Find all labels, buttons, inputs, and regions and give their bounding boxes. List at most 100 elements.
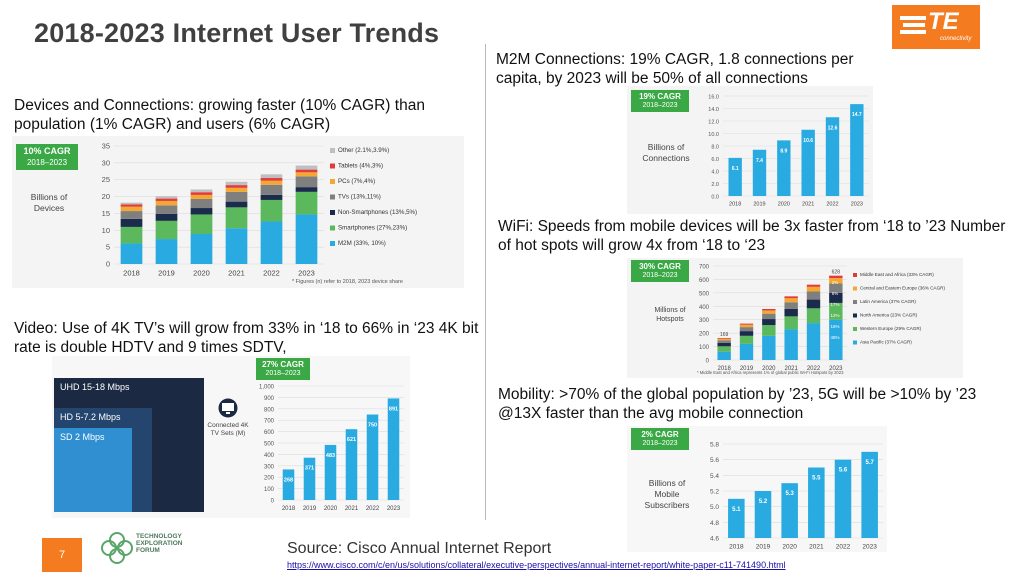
x-tick-label: 2022: [836, 544, 851, 551]
x-tick-label: 2018: [123, 269, 140, 278]
legend-label: North America (23% CAGR): [860, 313, 918, 318]
bar-segment: [784, 298, 798, 303]
bar-segment: [260, 174, 283, 179]
wifi-chart-panel: 30% CAGR 2018–2023 Millions of Hotspots …: [627, 258, 963, 378]
x-tick-label: 2018: [282, 506, 296, 512]
wifi-chart: 0 100 200 300 400 500 600 700 2018 169 2019 2020 202…: [697, 265, 945, 376]
legend-label: Smartphones (27%,23%): [338, 225, 407, 232]
x-tick-label: 2020: [324, 506, 338, 512]
bar-segment: [762, 335, 776, 360]
bar-segment: [190, 208, 213, 215]
wifi-footnote: * Middle East and Africa represents 1% o…: [697, 370, 844, 375]
te-logo-tagline: connectivity: [940, 36, 972, 42]
x-tick-label: 2020: [778, 202, 790, 208]
y-tick-label: 12.0: [708, 120, 719, 126]
wifi-share-label: 12%: [830, 313, 839, 318]
y-tick-label: 4.0: [711, 170, 719, 176]
bar-segment: [784, 329, 798, 360]
mobility-chart: 4.6 4.8 5.0 5.2 5.4 5.6 5.8 2018 5.1 2019 5.2 2020 5…: [710, 442, 883, 551]
legend-label: Middle East and Africa (33% CAGR): [860, 272, 934, 277]
legend-label: Non-Smartphones (13%,5%): [338, 209, 417, 216]
bar-segment: [806, 284, 821, 287]
wifi-share-label: 16%: [830, 324, 839, 329]
devices-footnote: * Figures (n) refer to 2018, 2023 device…: [292, 279, 403, 285]
y-tick-label: 100: [699, 345, 710, 351]
bar-segment: [739, 323, 754, 325]
bar-value-label: 5.5: [812, 476, 821, 482]
y-tick-label: 5.6: [710, 457, 719, 464]
bar-segment: [762, 313, 776, 320]
bar-segment: [829, 319, 843, 360]
source-text: Source: Cisco Annual Internet Report: [287, 540, 552, 557]
bar-segment: [295, 169, 318, 173]
y-tick-label: 900: [264, 396, 275, 402]
x-tick-label: 2019: [740, 366, 754, 372]
bar-segment: [784, 296, 798, 299]
bar-segment: [295, 165, 318, 170]
y-tick-label: 0.0: [711, 195, 719, 201]
legend-swatch: [330, 163, 335, 169]
x-tick-label: 2019: [303, 506, 317, 512]
bar: [366, 414, 379, 500]
bar: [825, 117, 840, 196]
bar-segment: [806, 308, 821, 324]
video-heading: Video: Use of 4K TV’s will grow from 33%…: [14, 320, 479, 356]
bar-value-label: 6.1: [732, 166, 739, 172]
x-tick-label: 2023: [387, 506, 401, 512]
bar-segment: [739, 324, 754, 328]
bar-total-label: 628: [832, 270, 841, 276]
bar: [808, 467, 825, 538]
y-tick-label: 30: [102, 158, 110, 167]
wifi-heading: WiFi: Speeds from mobile devices will be…: [498, 218, 1006, 254]
hd-label: HD 5-7.2 Mbps: [60, 412, 121, 422]
x-tick-label: 2021: [784, 366, 798, 372]
source-link[interactable]: https://www.cisco.com/c/en/us/solutions/…: [287, 560, 786, 570]
bar-segment: [225, 181, 248, 186]
bar-segment: [155, 198, 178, 201]
y-tick-label: 300: [699, 318, 710, 324]
bar-value-label: 621: [347, 437, 356, 443]
bar-value-label: 12.6: [828, 125, 838, 131]
bar-segment: [190, 194, 213, 199]
sd-box: SD 2 Mbps: [54, 428, 132, 512]
y-tick-label: 8.0: [711, 145, 719, 151]
x-tick-label: 2020: [193, 269, 210, 278]
bar-segment: [717, 338, 731, 341]
tv-icon: [218, 398, 238, 418]
bar-segment: [225, 228, 248, 264]
bar-segment: [225, 201, 248, 208]
legend-label: PCs (7%,4%): [338, 178, 375, 185]
bar-segment: [225, 191, 248, 202]
bar-segment: [155, 213, 178, 221]
y-tick-label: 600: [264, 430, 275, 436]
video-cagr-badge: 27% CAGR 2018–2023: [256, 358, 310, 380]
y-tick-label: 5.2: [710, 489, 719, 496]
bar-segment: [806, 299, 821, 309]
bar-value-label: 5.2: [759, 499, 768, 505]
te-logo-text: TE: [928, 8, 959, 35]
y-tick-label: 400: [264, 453, 275, 459]
bar-segment: [829, 283, 843, 293]
bar-value-label: 5.3: [785, 491, 794, 497]
bar-value-label: 5.6: [839, 468, 848, 474]
bar-segment: [762, 310, 776, 314]
slide-title: 2018-2023 Internet User Trends: [34, 18, 440, 48]
video-cagr-years: 2018–2023: [265, 370, 301, 377]
legend-swatch: [330, 148, 335, 153]
bar-segment: [190, 214, 213, 234]
legend-label: Tablets (4%,3%): [338, 163, 383, 170]
x-tick-label: 2020: [762, 366, 776, 372]
y-tick-label: 4.8: [710, 520, 719, 527]
devices-cagr-badge: 10% CAGR 2018–2023: [16, 144, 78, 170]
bar-segment: [806, 291, 821, 300]
y-tick-label: 16.0: [708, 95, 719, 101]
m2m-chart-panel: 19% CAGR 2018–2023 Billions of Connectio…: [627, 86, 873, 214]
legend-label: Western Europe (29% CAGR): [860, 326, 922, 331]
page-number: 7: [42, 538, 82, 572]
te-logo-mark-icon: [900, 16, 926, 34]
devices-y-label: Billions of Devices: [30, 192, 68, 213]
bar-segment: [155, 200, 178, 206]
y-tick-label: 600: [699, 278, 710, 284]
bar-segment: [260, 184, 283, 195]
y-tick-label: 200: [699, 332, 710, 338]
